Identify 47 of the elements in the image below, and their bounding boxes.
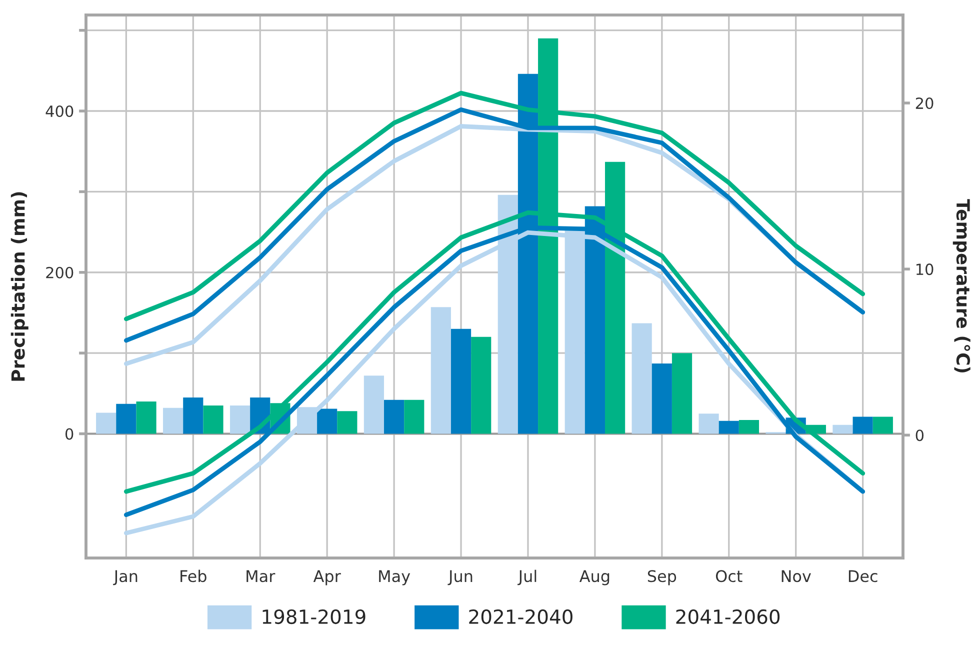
x-tick-label: Sep: [648, 570, 676, 586]
bar: [404, 400, 424, 434]
x-tick-label: Apr: [313, 570, 341, 586]
y-tick-label: 0: [65, 428, 74, 440]
x-tick-label: Jul: [518, 570, 536, 586]
bar: [96, 412, 116, 434]
bar: [136, 401, 156, 434]
bar: [738, 420, 760, 434]
bar: [203, 406, 224, 434]
bar: [230, 406, 250, 434]
bar: [317, 408, 338, 434]
bar: [116, 404, 136, 434]
bar: [430, 307, 451, 434]
x-tick-label: Jun: [448, 570, 472, 586]
legend-label: 2041-2060: [676, 609, 780, 624]
legend-label: 2021-2040: [469, 609, 572, 624]
y2-tick-label: 20: [916, 97, 934, 110]
bar: [872, 416, 893, 434]
legend-label: 1981-2019: [262, 609, 366, 624]
bar: [652, 364, 672, 434]
bar: [672, 353, 692, 434]
bar: [384, 400, 404, 434]
y-tick-label: 200: [46, 266, 74, 278]
bar: [832, 424, 853, 434]
y2-tick-label: 10: [916, 264, 934, 276]
x-tick-label: Jan: [113, 570, 138, 586]
y2-tick-label: 0: [916, 430, 924, 442]
bar: [450, 328, 472, 434]
bar: [364, 376, 384, 434]
x-tick-label: Mar: [246, 570, 276, 582]
y-axis-title: Precipitation (mm): [10, 192, 28, 381]
bar: [698, 414, 719, 434]
x-tick-label: May: [379, 570, 410, 586]
bar: [852, 416, 873, 434]
x-tick-label: Dec: [848, 570, 878, 582]
x-tick-label: Oct: [716, 570, 742, 582]
x-tick-label: Feb: [180, 570, 206, 582]
y2-axis-title: Temperature (°C): [952, 199, 970, 372]
bar: [337, 411, 358, 434]
bar: [718, 420, 739, 434]
x-tick-label: Nov: [782, 570, 811, 582]
bar: [163, 408, 184, 434]
bar: [632, 323, 652, 434]
bar: [183, 397, 204, 434]
x-tick-label: Aug: [579, 570, 610, 586]
y-tick-label: 400: [46, 105, 74, 118]
bar: [471, 336, 492, 434]
